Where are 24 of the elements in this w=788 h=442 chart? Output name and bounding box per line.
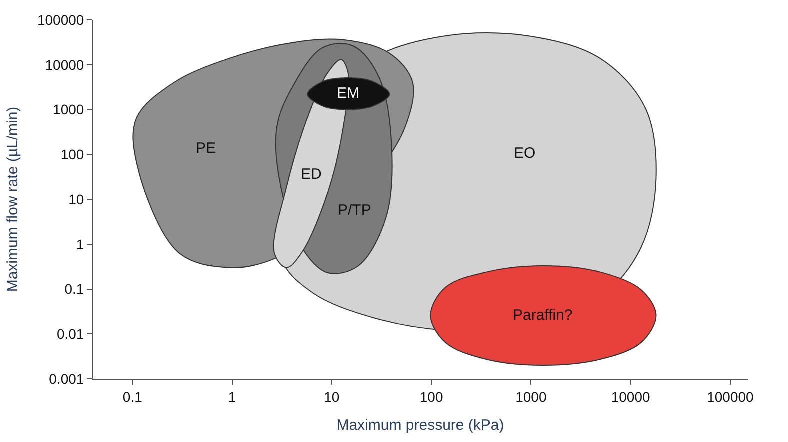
y-tick-label: 0.001 <box>49 370 84 387</box>
x-tick-label: 100 <box>420 388 444 405</box>
y-tick-label: 10 <box>68 191 84 208</box>
series-label: EM <box>337 85 360 102</box>
y-tick-label: 10000 <box>45 56 84 73</box>
y-tick-label: 100000 <box>37 12 84 28</box>
y-tick-label: 1 <box>76 236 84 252</box>
series-label: P/TP <box>338 202 372 219</box>
x-tick-label: 1000 <box>516 388 547 405</box>
y-tick-label: 100 <box>60 146 84 163</box>
y-tick-label: 0.1 <box>64 281 84 298</box>
series-label: EO <box>514 145 536 162</box>
series-label: PE <box>196 140 216 157</box>
x-tick-label: 0.1 <box>122 388 143 405</box>
x-tick-label: 10000 <box>611 388 650 405</box>
series-label: ED <box>301 166 322 183</box>
x-tick-label: 100000 <box>707 388 754 405</box>
y-tick-label: 0.01 <box>56 326 84 342</box>
y-tick-label: 1000 <box>53 102 84 118</box>
x-tick-label: 10 <box>324 388 340 405</box>
y-axis-title: Maximum flow rate (µL/min) <box>4 106 22 292</box>
series-label: Paraffin? <box>513 307 573 324</box>
x-axis-title: Maximum pressure (kPa) <box>336 416 504 434</box>
x-tick-label: 1 <box>228 388 236 405</box>
